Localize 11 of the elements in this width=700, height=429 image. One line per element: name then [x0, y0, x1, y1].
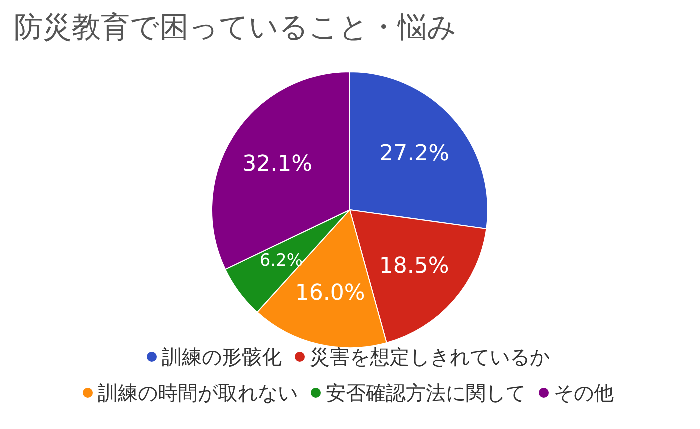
data-label: 6.2% [260, 251, 304, 272]
legend-label: 安否確認方法に関して [326, 381, 526, 405]
data-label: 27.2% [380, 141, 450, 166]
legend-label: 訓練の時間が取れない [98, 381, 298, 405]
data-label: 18.5% [379, 254, 450, 279]
legend-label: 災害を想定しきれているか [310, 345, 550, 369]
data-label: 32.1% [242, 152, 313, 177]
legend-label: その他 [554, 381, 614, 405]
chart-title: 防災教育で困っていること・悩み [14, 9, 457, 46]
data-label: 16.0% [295, 280, 366, 306]
legend-label: 訓練の形骸化 [162, 345, 282, 369]
